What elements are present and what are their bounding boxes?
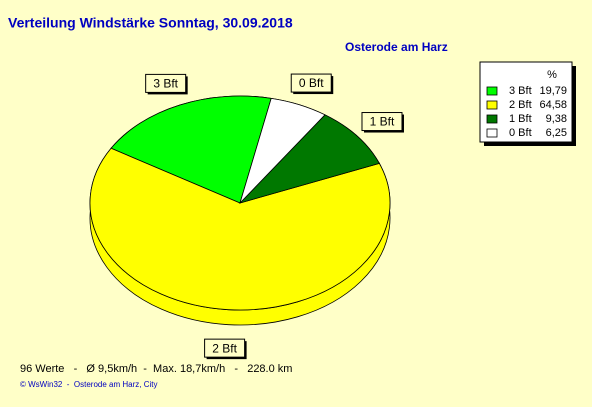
pie-slice [239,97,326,204]
callout-box [361,112,403,132]
pie-slice [110,95,272,204]
callout-box [145,73,187,93]
legend-title: % [547,69,557,81]
legend-swatch [486,114,498,124]
legend-swatch [486,100,498,110]
callout-label: 0 Bft [299,76,324,90]
note: 96 Werte - Ø 9,5km/h - Max. 18,7km/h - 2… [20,363,292,375]
credit: © WsWin32 - Osterode am Harz, City [20,380,157,389]
legend-swatch [486,86,498,96]
legend-label: 1 Bft [509,113,532,125]
legend-label: 0 Bft [509,127,532,139]
legend-value: 9,38 [546,113,567,125]
legend-value: 19,79 [539,85,567,97]
callout-box [290,73,332,93]
pie-slice [89,147,391,311]
pie-slice [238,114,380,204]
chart-subtitle: Osterode am Harz [345,40,448,54]
legend-value: 64,58 [539,99,567,111]
legend-label: 2 Bft [509,99,532,111]
legend-swatch [486,128,498,138]
legend-label: 3 Bft [509,85,532,97]
callout-label: 1 Bft [370,115,395,129]
callout-label: 3 Bft [153,77,178,91]
chart-title: Verteilung Windstärke Sonntag, 30.09.201… [8,15,293,31]
callout-label: 2 Bft [212,341,237,355]
callout-box [204,338,246,358]
legend-value: 6,25 [546,127,567,139]
